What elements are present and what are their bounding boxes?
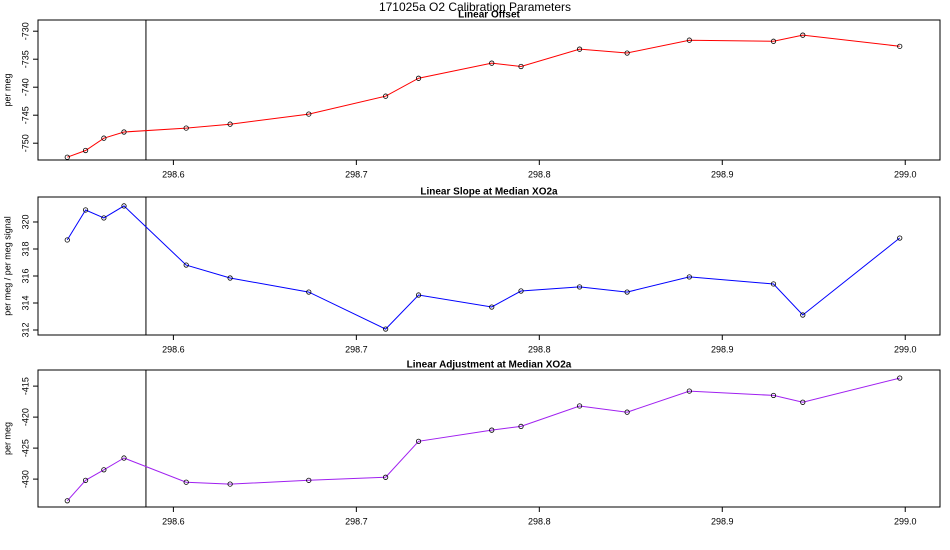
x-tick-label: 298.8	[528, 516, 551, 526]
data-point	[227, 121, 233, 127]
data-point	[576, 46, 583, 52]
data-point	[624, 409, 630, 415]
x-tick-label: 298.7	[345, 516, 368, 526]
plot-frame	[37, 19, 941, 161]
series-line	[66, 377, 900, 502]
data-point	[770, 38, 777, 44]
plot-frame	[37, 196, 941, 336]
data-point	[121, 203, 127, 209]
x-tick-label: 298.7	[345, 344, 368, 354]
data-point	[121, 129, 127, 135]
data-point	[800, 399, 806, 405]
data-point	[576, 284, 583, 290]
data-point	[770, 392, 777, 399]
data-point	[183, 479, 189, 485]
data-point	[415, 292, 422, 298]
figure-title: 171025a O2 Calibration Parameters	[379, 0, 571, 14]
y-axis-label: per meg / per meg signal	[2, 216, 12, 316]
panel-title: Linear Adjustment at Median XO2a	[407, 360, 572, 371]
data-point	[897, 375, 903, 381]
y-tick-label: 312	[20, 322, 30, 337]
data-point	[227, 275, 233, 281]
data-point	[415, 75, 422, 81]
y-tick-label: -745	[20, 106, 30, 124]
data-point	[624, 50, 630, 56]
y-tick-label: 318	[20, 241, 30, 256]
data-point	[415, 438, 422, 444]
data-point	[121, 455, 127, 461]
data-point	[897, 43, 903, 49]
data-point	[183, 125, 189, 131]
data-point	[101, 467, 107, 473]
data-point	[306, 289, 312, 295]
data-point	[383, 474, 389, 480]
data-point	[101, 215, 107, 221]
data-point	[82, 147, 89, 154]
data-point	[489, 60, 495, 66]
y-tick-label: -425	[20, 439, 30, 457]
data-point	[383, 326, 389, 332]
data-point	[227, 481, 233, 487]
data-point	[576, 403, 583, 409]
data-point	[489, 427, 495, 433]
y-tick-label: -415	[20, 377, 30, 395]
y-axis-label: per meg	[2, 73, 12, 106]
data-point	[306, 477, 312, 483]
y-tick-label: 316	[20, 268, 30, 283]
y-tick-label: 320	[20, 214, 30, 229]
y-tick-label: 314	[20, 295, 30, 310]
data-point	[686, 274, 692, 280]
data-point	[800, 32, 806, 38]
data-point	[518, 423, 524, 430]
x-tick-label: 298.6	[162, 344, 185, 354]
data-point	[101, 135, 107, 141]
x-tick-label: 298.8	[528, 344, 551, 354]
data-point	[770, 281, 777, 287]
plot-frame	[37, 369, 941, 508]
data-point	[64, 498, 70, 504]
x-tick-label: 298.7	[345, 169, 368, 179]
data-point	[82, 207, 89, 213]
data-point	[518, 288, 524, 294]
x-tick-label: 299.0	[894, 169, 917, 179]
y-tick-label: -420	[20, 408, 30, 426]
data-point	[306, 111, 312, 117]
y-tick-label: -750	[20, 134, 30, 152]
y-tick-label: -430	[20, 470, 30, 488]
data-point	[183, 262, 189, 268]
data-point	[64, 154, 70, 160]
y-tick-label: -735	[20, 50, 30, 68]
data-point	[686, 388, 692, 394]
data-point	[383, 93, 389, 99]
x-tick-label: 298.6	[162, 169, 185, 179]
y-axis-label: per meg	[2, 422, 12, 455]
data-point	[64, 237, 70, 243]
series-line	[66, 205, 901, 330]
x-tick-label: 299.0	[894, 344, 917, 354]
panel-title: Linear Offset	[458, 10, 520, 21]
x-tick-label: 298.9	[711, 344, 734, 354]
y-tick-label: -740	[20, 78, 30, 96]
data-point	[489, 304, 495, 310]
x-tick-label: 298.8	[528, 169, 551, 179]
data-point	[800, 312, 806, 318]
x-tick-label: 298.9	[711, 516, 734, 526]
panel-title: Linear Slope at Median XO2a	[420, 187, 558, 198]
data-point	[624, 289, 630, 295]
data-point	[686, 37, 692, 43]
data-point	[518, 63, 524, 70]
series-line	[67, 34, 900, 158]
x-tick-label: 299.0	[894, 516, 917, 526]
y-tick-label: -730	[20, 22, 30, 40]
x-tick-label: 298.6	[162, 516, 185, 526]
x-tick-label: 298.9	[711, 169, 734, 179]
data-point	[897, 235, 903, 241]
data-point	[82, 477, 89, 483]
